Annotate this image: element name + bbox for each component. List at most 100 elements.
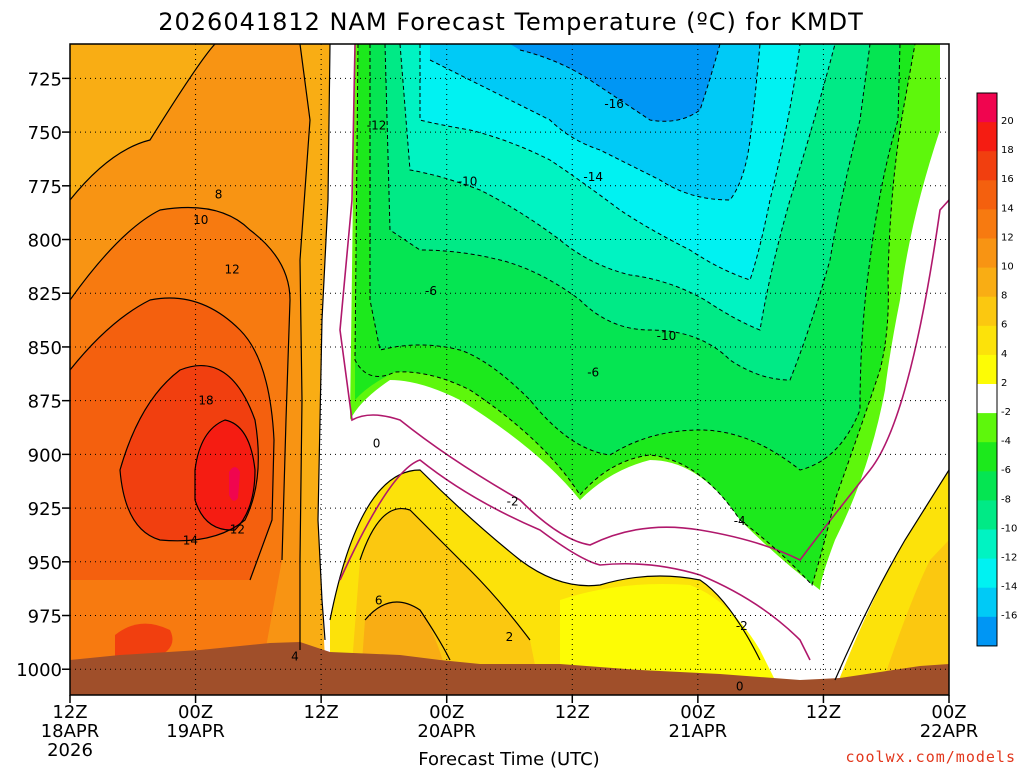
x-tick-label: 00Z [931,702,966,723]
contour-label: -6 [587,366,599,380]
y-tick-label: 975 [28,607,62,628]
contour-label: -6 [425,284,437,298]
colorbar-label: -12 [1001,553,1017,564]
contour-10 [70,44,216,201]
fill-right-6 [880,540,949,690]
colorbar-swatch [977,209,997,239]
colorbar-label: 2 [1001,378,1007,389]
freezing-lines [339,44,949,661]
contour-8 [299,44,311,650]
y-tick-label: 825 [28,284,62,305]
contour-m4 [369,44,901,471]
colorbar-swatch [977,616,997,647]
y-tick-label: 750 [28,123,62,144]
contour-label: 0 [736,679,744,693]
contour-label: -2 [507,495,519,509]
contour-14 [70,297,275,581]
contour-label: -10 [657,329,677,343]
colorbar-swatch [977,122,997,152]
x-tick-label: 00Z [178,702,213,723]
x-tick-label: 18APR [41,721,100,742]
contour-label: 8 [215,187,223,201]
colorbar-label: -16 [1001,611,1017,622]
fill-warm-18 [195,420,255,531]
contour-label: 2 [506,630,514,644]
contour-4-right [834,469,949,681]
y-tick-label: 875 [28,392,62,413]
x-tick-label: 12Z [806,702,841,723]
colorbar-swatch [977,442,997,472]
colorbar: 20 18 16 14 12 10 8 6 4 2 -2 -4 -6 -8 -10 -12 -14 -16 [976,92,1017,647]
contour-label: -2 [736,619,748,633]
colorbar-label: -6 [1001,465,1011,476]
contour-label: -4 [734,514,746,528]
contour-12 [70,207,291,561]
fill-warm-16b [115,623,173,660]
colorbar-swatch [977,93,997,123]
colorbar-swatch [977,180,997,210]
contour-label: -10 [458,175,478,189]
chart-title: 2026041812 NAM Forecast Temperature (ºC)… [158,8,864,36]
contour-label: 18 [198,394,213,408]
contour-labels: 8 10 12 18 14 12 4 0 6 -12 -10 -6 -16 -14 -10 -6 -2 2 -4 -2… [183,97,748,693]
contour-m12 [419,44,801,281]
colorbar-border [976,92,998,647]
colorbar-swatch [977,325,997,356]
contour-6-low [359,508,531,641]
colorbar-label: 20 [1001,116,1014,127]
x-tick-label: 19APR [166,721,225,742]
colorbar-swatch [977,238,997,269]
x-tick-label: 21APR [669,721,728,742]
x-tick-label: 2026 [47,740,93,761]
x-tick-label: 20APR [417,721,476,742]
x-tick-label: 00Z [429,702,464,723]
contour-4-low [329,469,761,661]
contour-m16 [519,44,721,122]
y-axis: 725 750 775 800 825 850 875 900 925 950 975 1000 [16,69,70,681]
contour-m6 [384,44,871,381]
terrain [70,642,949,695]
colorbar-swatch [977,384,997,414]
contour-label: -12 [367,119,387,133]
contour-label: 14 [183,533,198,547]
contour-label: -16 [604,97,624,111]
x-tick-label: 12Z [52,702,87,723]
fill-low-2 [560,584,780,690]
colorbar-swatch [977,500,997,530]
contour-label: 12 [230,523,245,537]
y-tick-label: 850 [28,338,62,359]
colorbar-label: -14 [1001,582,1017,593]
colorbar-label: -8 [1001,494,1011,505]
contour-0-upper [339,44,949,562]
contour-label: 10 [193,213,208,227]
contour-lines [70,44,949,681]
colorbar-swatch [977,296,997,327]
x-tick-label: 12Z [555,702,590,723]
colorbar-label: 6 [1001,320,1007,331]
contour-0-lower [339,459,811,661]
colorbar-swatch [977,471,997,501]
contour-label: -14 [583,170,603,184]
colorbar-swatch [977,529,997,560]
contour-label: 0 [373,437,381,451]
colorbar-swatch [977,413,997,443]
colorbar-label: 8 [1001,291,1007,302]
contour-16 [119,365,259,542]
colorbar-swatch [977,354,997,385]
credit-text: coolwx.com/models [845,748,1016,766]
colorbar-label: 14 [1001,203,1014,214]
fill-cold-16 [510,44,720,122]
colorbar-label: -4 [1001,436,1011,447]
contour-label: 4 [291,649,299,663]
colorbar-label: 16 [1001,174,1014,185]
y-tick-label: 1000 [16,660,62,681]
x-tick-label: 22APR [920,721,979,742]
x-tick-label: 00Z [680,702,715,723]
y-tick-label: 925 [28,499,62,520]
colorbar-swatch [977,267,997,298]
contour-label: 6 [375,593,383,607]
contour-m10 [399,44,836,331]
x-axis-label: Forecast Time (UTC) [418,749,599,768]
contour-field: 8 10 12 18 14 12 4 0 6 -12 -10 -6 -16 -14 -10 -6 -2 2 -4 -2… [70,44,949,695]
